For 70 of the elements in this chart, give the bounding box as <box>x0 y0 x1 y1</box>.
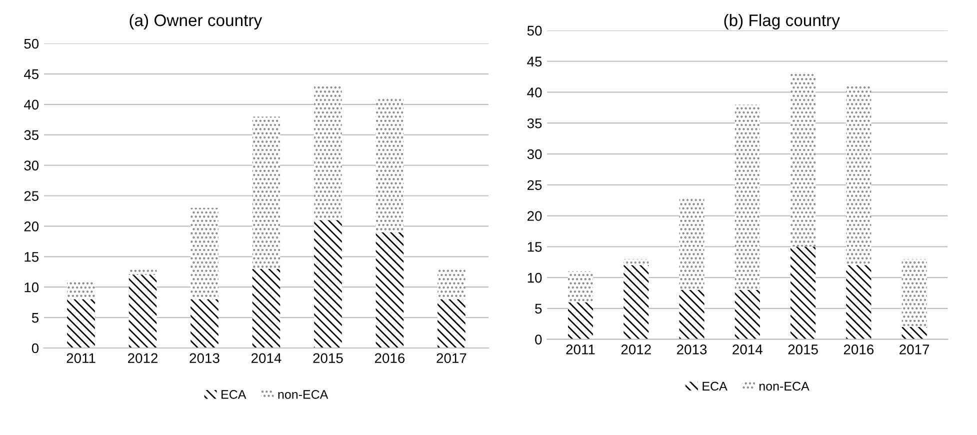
x-tick-label: 2011 <box>66 353 96 364</box>
bar <box>624 259 649 266</box>
y-tick-label: 25 <box>24 191 39 201</box>
x-tick-label: 2016 <box>374 353 405 364</box>
x-tick-label: 2017 <box>900 344 930 354</box>
legend-label: non-ECA <box>278 390 328 399</box>
bar <box>846 86 872 266</box>
y-tick-label: 0 <box>535 334 542 344</box>
y-tick-label: 5 <box>32 313 39 323</box>
bar <box>190 299 218 348</box>
x-tick-label: 2015 <box>313 353 343 364</box>
bar <box>790 74 816 247</box>
y-tick-label: 30 <box>24 160 39 170</box>
chart-title: (b) Flag country <box>724 14 840 30</box>
bar <box>376 232 404 348</box>
bar <box>252 268 280 348</box>
bar <box>902 259 927 327</box>
y-tick-label: 25 <box>528 180 542 190</box>
bar <box>438 299 466 348</box>
bar <box>252 116 280 269</box>
bar <box>67 281 95 300</box>
x-tick-label: 2011 <box>566 344 595 354</box>
bar <box>624 265 649 340</box>
x-tick-label: 2014 <box>732 344 762 354</box>
x-tick-label: 2013 <box>190 353 220 364</box>
bar <box>128 268 157 275</box>
bar <box>734 290 760 340</box>
bar <box>314 220 342 348</box>
y-tick-label: 5 <box>535 304 542 314</box>
y-tick-label: 15 <box>528 242 542 252</box>
x-tick-label: 2013 <box>677 344 707 354</box>
y-tick-label: 20 <box>528 211 542 221</box>
y-tick-label: 10 <box>528 272 542 283</box>
legend-label: ECA <box>702 382 728 391</box>
y-tick-label: 35 <box>527 118 542 128</box>
chart-title: (a) Owner country <box>130 14 262 30</box>
bar <box>67 299 95 348</box>
x-tick-label: 2012 <box>621 344 651 354</box>
legend-label: non-ECA <box>759 382 810 391</box>
y-tick-label: 50 <box>24 38 39 49</box>
bar <box>190 208 218 300</box>
y-tick-label: 45 <box>527 56 542 67</box>
bar <box>568 271 594 302</box>
x-tick-label: 2016 <box>844 344 874 354</box>
y-tick-label: 35 <box>24 130 39 140</box>
y-tick-label: 20 <box>24 222 39 232</box>
bar <box>846 265 872 340</box>
bar <box>128 274 157 348</box>
bar <box>679 290 704 340</box>
y-tick-label: 40 <box>527 88 542 98</box>
bar <box>376 98 404 232</box>
y-tick-label: 40 <box>24 100 39 110</box>
bar <box>314 86 342 220</box>
x-tick-label: 2017 <box>436 353 466 364</box>
bar <box>790 246 816 340</box>
x-tick-label: 2015 <box>788 344 818 354</box>
y-tick-label: 45 <box>24 69 39 80</box>
y-tick-label: 15 <box>24 252 39 262</box>
bar <box>568 302 594 340</box>
bar <box>902 326 927 340</box>
legend-label: ECA <box>222 390 246 399</box>
bar <box>734 104 760 290</box>
x-tick-label: 2012 <box>128 353 158 364</box>
bar <box>438 268 466 300</box>
bar <box>679 197 704 290</box>
x-tick-label: 2014 <box>251 353 282 364</box>
y-tick-label: 10 <box>24 282 39 292</box>
y-tick-label: 30 <box>527 149 542 160</box>
y-tick-label: 0 <box>32 343 39 354</box>
y-tick-label: 50 <box>527 26 542 36</box>
